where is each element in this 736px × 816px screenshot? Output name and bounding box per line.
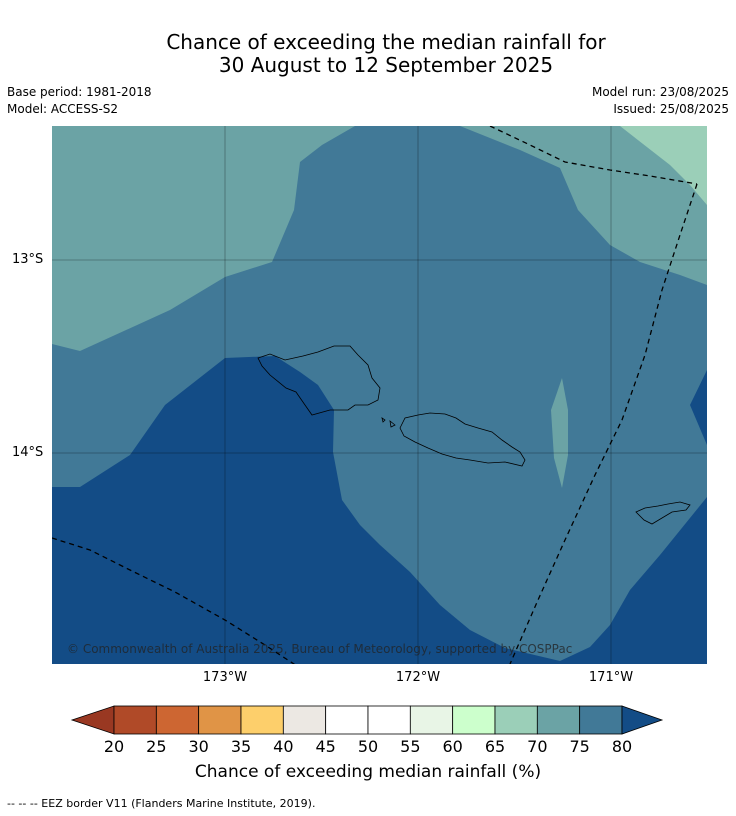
map-panel [52,126,707,664]
upolu-island [399,412,526,467]
small-islet-2 [381,417,386,423]
colorbar-tick-label: 70 [527,737,548,756]
zone-70-75-northeast [460,126,707,285]
lon-label-172w: 172°W [395,670,441,685]
colorbar-bin [367,705,411,735]
colorbar-bin [452,705,496,735]
base-period: Base period: 1981-2018 [7,85,152,99]
lat-label-13s: 13°S [12,252,44,267]
colorbar-tick-label: 30 [188,737,209,756]
colorbar-tick-label: 35 [230,737,252,756]
colorbar-bin [198,705,242,735]
zone-65-70-northeast [620,126,707,205]
model-name: Model: ACCESS-S2 [7,102,119,116]
colorbar-bin [282,705,327,735]
zone-70-75-northwest [52,126,355,351]
lat-label-14s: 14°S [12,445,44,460]
zone-80-plus-east [690,370,707,445]
info-left: Base period: 1981-2018 Model: ACCESS-S2 [7,84,152,118]
colorbar-bin [409,705,454,735]
zone-70-75-small-patch [551,378,568,488]
colorbar-tick-label: 65 [484,737,506,756]
copyright-notice: © Commonwealth of Australia 2025, Bureau… [67,642,573,656]
colorbar-bin [325,705,369,735]
issued-date: Issued: 25/08/2025 [613,102,729,116]
colorbar-tick-label: 25 [146,737,167,756]
title-line-1: Chance of exceeding the median rainfall … [166,30,606,54]
graticule [52,126,707,664]
tutuila-island [635,501,691,525]
colorbar-tick-label: 45 [315,737,336,756]
colorbar-bin [494,705,538,735]
savaii-island [257,345,381,416]
colorbar [70,705,664,735]
colorbar-bin [155,705,200,735]
colorbar-bin [579,705,623,735]
colorbar-tick-label: 80 [611,737,633,756]
colorbar-bin [113,705,157,735]
colorbar-over-arrow [621,705,664,735]
small-islet [389,420,396,428]
zone-80-plus-southwest [52,356,707,664]
coastlines [257,345,691,525]
info-right: Model run: 23/08/2025 Issued: 25/08/2025 [592,84,729,118]
colorbar-tick-label: 60 [442,737,463,756]
colorbar-bin [240,705,284,735]
colorbar-tick-label: 55 [400,737,421,756]
colorbar-tick-label: 20 [103,737,125,756]
lon-label-173w: 173°W [202,670,248,685]
model-run: Model run: 23/08/2025 [591,85,729,99]
eez-footnote: -- -- -- EEZ border V11 (Flanders Marine… [7,797,316,810]
chart-title: Chance of exceeding the median rainfall … [0,31,736,77]
colorbar-tick-label: 50 [357,737,379,756]
colorbar-bin [536,705,581,735]
colorbar-under-arrow [70,705,115,735]
colorbar-tick-label: 75 [569,737,590,756]
title-line-2: 30 August to 12 September 2025 [218,53,554,77]
colorbar-bins [113,705,623,735]
lon-label-171w: 171°W [588,670,634,685]
eez-border [52,126,698,664]
colorbar-tick-label: 40 [273,737,294,756]
colorbar-title: Chance of exceeding median rainfall (%) [194,762,542,782]
